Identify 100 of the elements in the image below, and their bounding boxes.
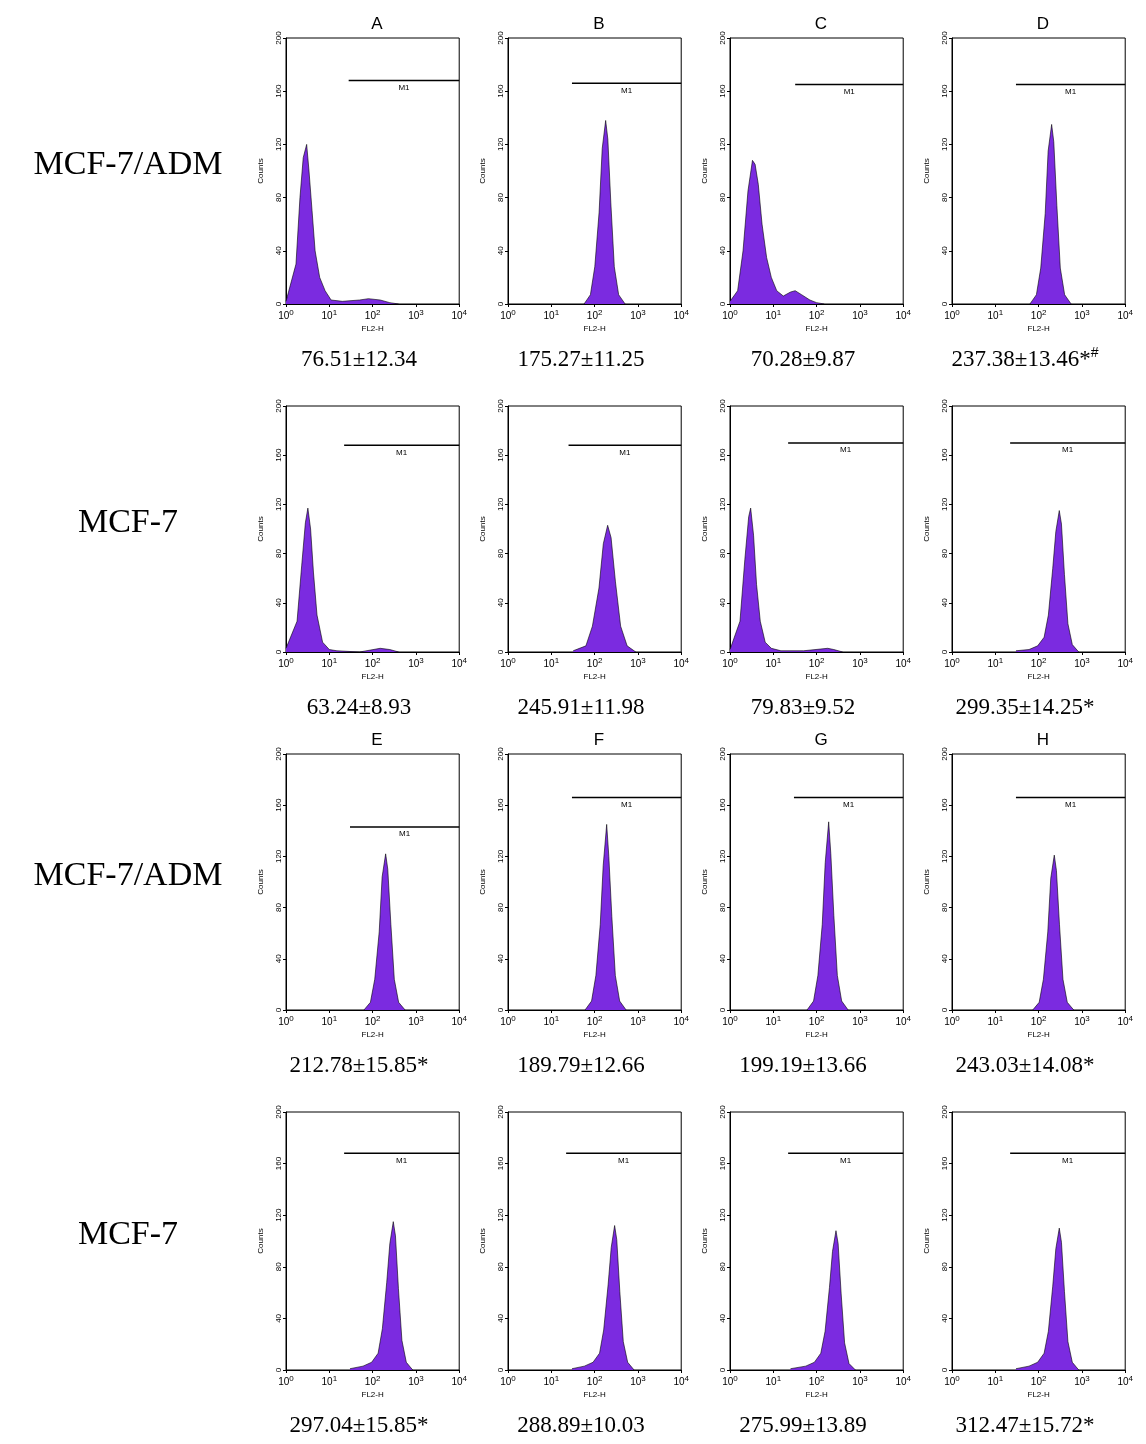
series-label: M1	[1065, 87, 1077, 97]
y-tick-label: 120	[939, 1207, 949, 1222]
y-tick-label: 40	[273, 953, 283, 964]
chart-title: D	[1036, 14, 1050, 33]
chart-title: H	[1036, 730, 1050, 749]
text: 297.04±15.85*	[289, 1412, 429, 1437]
text: 189.79±12.66	[517, 1052, 645, 1077]
text: 63.24±8.93	[306, 694, 412, 719]
y-tick-label: 160	[717, 1156, 727, 1171]
x-axis-title: FL2-H	[805, 1390, 828, 1400]
chart-title: E	[371, 730, 383, 749]
y-tick-label: 0	[717, 1367, 727, 1373]
y-tick-label: 0	[273, 1367, 283, 1373]
chart-title: A	[371, 14, 384, 33]
y-tick-label: 200	[717, 30, 727, 45]
y-tick-label: 160	[939, 83, 949, 98]
y-tick-label: 120	[717, 137, 727, 152]
y-tick-label: 0	[939, 649, 949, 655]
y-tick-label: 80	[717, 902, 727, 913]
y-tick-label: 200	[273, 398, 283, 413]
y-tick-label: 40	[717, 953, 727, 964]
series-label: M1	[1062, 445, 1074, 455]
y-tick-label: 160	[717, 83, 727, 98]
text: 79.83±9.52	[750, 694, 856, 719]
y-tick-label: 0	[939, 1007, 949, 1013]
x-axis-title: FL2-H	[1027, 324, 1050, 334]
y-tick-label: 160	[495, 1156, 505, 1171]
x-axis-title: FL2-H	[1027, 672, 1050, 682]
y-tick-label: 0	[495, 1007, 505, 1013]
series-label: M1	[396, 1155, 408, 1165]
y-tick-label: 80	[273, 548, 283, 559]
y-tick-label: 120	[495, 849, 505, 864]
y-tick-label: 40	[273, 245, 283, 256]
text: MCF-7/ADM	[33, 854, 223, 892]
series-label: M1	[621, 85, 633, 95]
y-tick-label: 200	[717, 746, 727, 761]
x-axis-title: FL2-H	[583, 324, 606, 334]
y-tick-label: 40	[495, 245, 505, 256]
y-tick-label: 200	[495, 746, 505, 761]
x-axis-title: FL2-H	[583, 672, 606, 682]
series-label: M1	[1065, 800, 1077, 810]
y-tick-label: 160	[273, 1156, 283, 1171]
y-axis-title: Counts	[255, 158, 265, 184]
y-tick-label: 160	[717, 447, 727, 462]
y-tick-label: 0	[495, 1367, 505, 1373]
y-tick-label: 200	[273, 746, 283, 761]
x-axis-title: FL2-H	[805, 672, 828, 682]
y-tick-label: 160	[273, 797, 283, 812]
y-tick-label: 120	[273, 137, 283, 152]
x-axis-title: FL2-H	[361, 324, 384, 334]
x-axis-title: FL2-H	[1027, 1030, 1050, 1040]
text: 70.28±9.87	[750, 346, 856, 371]
y-axis-title: Counts	[255, 869, 265, 895]
y-tick-label: 200	[495, 398, 505, 413]
y-tick-label: 120	[939, 137, 949, 152]
y-tick-label: 160	[717, 797, 727, 812]
y-tick-label: 120	[273, 1207, 283, 1222]
y-tick-label: 200	[939, 30, 949, 45]
y-tick-label: 80	[495, 192, 505, 203]
x-axis-title: FL2-H	[361, 1030, 384, 1040]
y-tick-label: 120	[717, 497, 727, 512]
series-label: M1	[840, 445, 852, 455]
series-label: M1	[399, 829, 411, 839]
y-tick-label: 80	[939, 192, 949, 203]
text: 212.78±15.85*	[289, 1052, 429, 1077]
x-axis-title: FL2-H	[805, 324, 828, 334]
y-tick-label: 40	[495, 953, 505, 964]
y-tick-label: 120	[495, 497, 505, 512]
y-axis-title: Counts	[921, 158, 931, 184]
y-tick-label: 200	[273, 30, 283, 45]
text: 299.35±14.25*	[955, 694, 1095, 719]
y-tick-label: 120	[939, 497, 949, 512]
y-tick-label: 160	[495, 797, 505, 812]
y-tick-label: 80	[939, 1261, 949, 1272]
text: MCF-7	[77, 1213, 179, 1251]
y-tick-label: 160	[273, 83, 283, 98]
y-tick-label: 80	[273, 192, 283, 203]
y-axis-title: Counts	[255, 516, 265, 542]
y-tick-label: 160	[495, 447, 505, 462]
text: MCF-7/ADM	[33, 143, 223, 181]
y-tick-label: 0	[495, 301, 505, 307]
y-tick-label: 0	[717, 649, 727, 655]
x-axis-title: FL2-H	[361, 672, 384, 682]
y-tick-label: 0	[273, 1007, 283, 1013]
y-tick-label: 80	[495, 902, 505, 913]
chart-title: B	[593, 14, 605, 33]
text: 199.19±13.66	[739, 1052, 867, 1077]
y-axis-title: Counts	[699, 869, 709, 895]
y-tick-label: 80	[717, 548, 727, 559]
series-label: M1	[396, 447, 408, 457]
y-tick-label: 120	[273, 497, 283, 512]
y-tick-label: 160	[939, 1156, 949, 1171]
y-tick-label: 120	[495, 137, 505, 152]
y-tick-label: 200	[939, 1104, 949, 1119]
y-tick-label: 200	[717, 1104, 727, 1119]
text: MCF-7	[77, 501, 179, 539]
text: 76.51±12.34	[300, 346, 418, 371]
chart-title: G	[814, 730, 828, 749]
y-tick-label: 0	[939, 301, 949, 307]
y-tick-label: 160	[939, 797, 949, 812]
